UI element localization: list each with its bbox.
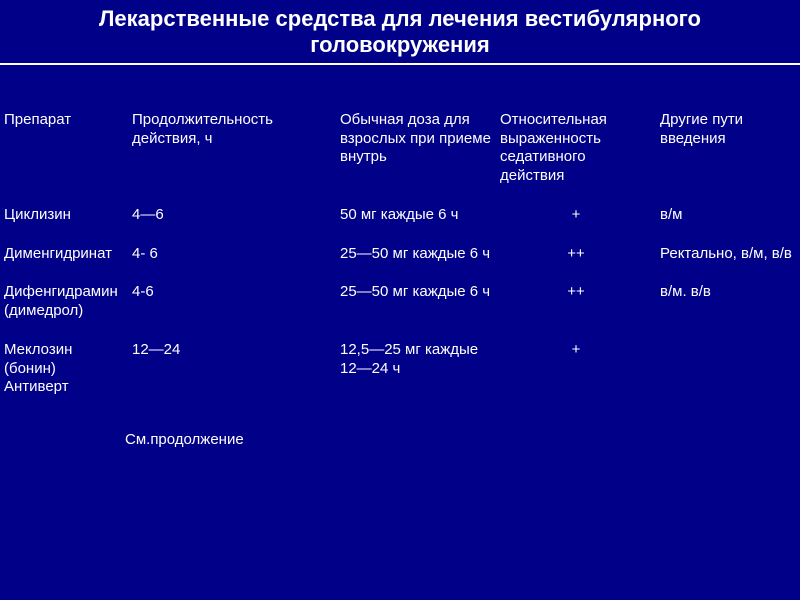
header-sedation: Относительная выраженность седативного д… (496, 105, 656, 200)
table-row: Меклозин (бонин) Антиверт 12—24 12,5—25 … (0, 335, 800, 411)
medication-table: Препарат Продолжительность действия, ч О… (0, 105, 800, 411)
slide-title: Лекарственные средства для лечения вести… (0, 0, 800, 65)
title-line-1: Лекарственные средства для лечения вести… (99, 6, 701, 31)
cell-drug: Циклизин (0, 200, 128, 239)
header-dose: Обычная доза для взрослых при приеме вну… (336, 105, 496, 200)
cell-routes (656, 335, 800, 411)
cell-routes: в/м (656, 200, 800, 239)
cell-routes: в/м. в/в (656, 277, 800, 335)
footnote: См.продолжение (0, 411, 800, 448)
slide: Лекарственные средства для лечения вести… (0, 0, 800, 600)
table-row: Дифенгидрамин (димедрол) 4-6 25—50 мг ка… (0, 277, 800, 335)
cell-duration: 4—6 (128, 200, 336, 239)
cell-sedation: ++ (496, 277, 656, 335)
cell-drug: Дименгидринат (0, 239, 128, 278)
cell-drug: Дифенгидрамин (димедрол) (0, 277, 128, 335)
cell-dose: 12,5—25 мг каж­дые 12—24 ч (336, 335, 496, 411)
cell-sedation: + (496, 200, 656, 239)
cell-duration: 4-6 (128, 277, 336, 335)
table-row: Дименгидринат 4- 6 25—50 мг каждые 6 ч +… (0, 239, 800, 278)
cell-sedation: ++ (496, 239, 656, 278)
cell-sedation: + (496, 335, 656, 411)
cell-dose: 25—50 мг каждые 6 ч (336, 239, 496, 278)
cell-drug: Меклозин (бонин) Антиверт (0, 335, 128, 411)
table-header-row: Препарат Продолжительность действия, ч О… (0, 105, 800, 200)
cell-duration: 12—24 (128, 335, 336, 411)
table-row: Циклизин 4—6 50 мг каждые 6 ч + в/м (0, 200, 800, 239)
cell-duration: 4- 6 (128, 239, 336, 278)
cell-dose: 50 мг каждые 6 ч (336, 200, 496, 239)
header-routes: Другие пути введения (656, 105, 800, 200)
cell-dose: 25—50 мг каждые 6 ч (336, 277, 496, 335)
title-line-2: головокружения (310, 32, 489, 57)
header-duration: Продолжительность действия, ч (128, 105, 336, 200)
header-drug: Препарат (0, 105, 128, 200)
cell-routes: Ректально, в/м, в/в (656, 239, 800, 278)
